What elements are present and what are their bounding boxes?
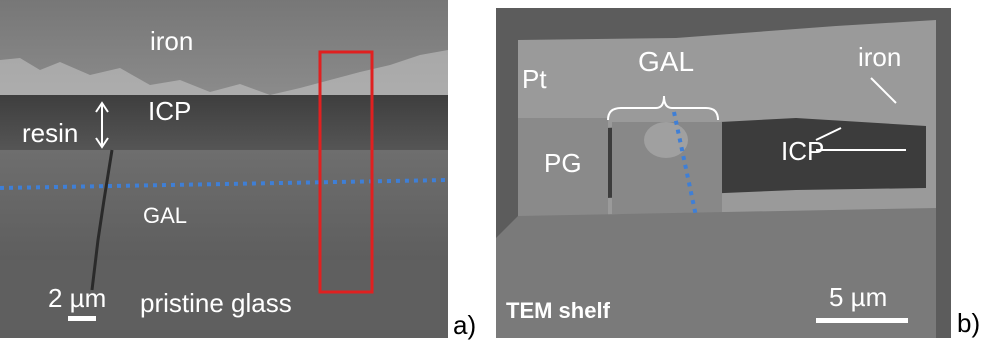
icp-arrow-1	[815, 127, 842, 141]
resin-arrow-top	[95, 101, 109, 113]
tem-shelf	[496, 208, 936, 338]
panel-letter-a: a)	[453, 310, 477, 340]
sem-image-lamella: Pt GAL iron PG ICP TEM shelf 5 µm	[496, 8, 951, 338]
label-pg: PG	[544, 148, 582, 178]
sem-image-b-graphic	[496, 8, 951, 338]
label-iron: iron	[150, 26, 194, 56]
label-gal: GAL	[143, 203, 188, 228]
scale-bar	[68, 316, 96, 321]
pg-block	[518, 118, 608, 216]
gal-bracket	[607, 95, 719, 121]
iron-edge	[0, 50, 448, 95]
panel-letter-b: b)	[957, 308, 981, 338]
iron-arrow	[870, 77, 897, 104]
label-glass: pristine glass	[140, 288, 292, 318]
scale-bar-b	[816, 318, 908, 323]
scale-label: 2 µm	[48, 283, 107, 313]
label-resin: resin	[22, 118, 79, 148]
gal-layer	[0, 150, 448, 260]
resin-arrow-bottom	[95, 137, 109, 149]
sem-image-a-graphic	[0, 0, 448, 338]
label-gal-b: GAL	[638, 46, 695, 77]
interface-dotted-line	[0, 178, 448, 190]
label-iron-b: iron	[858, 42, 902, 72]
region-box	[318, 50, 374, 294]
label-pt: Pt	[522, 64, 547, 94]
sem-image-cross-section: iron ICP resin GAL pristine glass 2 µm	[0, 0, 448, 338]
label-icp: ICP	[148, 96, 192, 126]
scale-label-b: 5 µm	[829, 282, 888, 312]
crack	[90, 149, 114, 291]
label-tem-shelf: TEM shelf	[506, 298, 610, 323]
label-icp-b: ICP	[781, 136, 825, 166]
